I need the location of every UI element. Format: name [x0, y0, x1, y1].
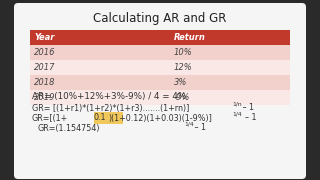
Text: 2016: 2016 [34, 48, 55, 57]
Text: AR= (10%+12%+3%-9%) / 4 = 4%: AR= (10%+12%+3%-9%) / 4 = 4% [32, 93, 186, 102]
Text: GR=[(1+: GR=[(1+ [32, 114, 68, 123]
FancyBboxPatch shape [93, 112, 123, 124]
Text: Calculating AR and GR: Calculating AR and GR [93, 12, 227, 25]
Text: 0.1: 0.1 [94, 114, 107, 123]
Bar [30, 60, 290, 75]
Bar [30, 30, 290, 45]
Bar [30, 90, 290, 105]
Text: 1/n: 1/n [232, 102, 242, 107]
Bar [30, 75, 290, 90]
Bar [30, 45, 290, 60]
Text: 1/4: 1/4 [232, 111, 242, 116]
Text: )(1+0.12)(1+0.03)(1-9%)]: )(1+0.12)(1+0.03)(1-9%)] [108, 114, 212, 123]
Text: -9%: -9% [174, 93, 190, 102]
Text: 12%: 12% [174, 63, 193, 72]
Text: 2017: 2017 [34, 63, 55, 72]
Text: Return: Return [174, 33, 206, 42]
Text: 2019: 2019 [34, 93, 55, 102]
Text: 1/4: 1/4 [184, 122, 194, 127]
Text: 3%: 3% [174, 78, 188, 87]
Text: – 1: – 1 [240, 114, 257, 123]
Text: 2018: 2018 [34, 78, 55, 87]
Text: – 1: – 1 [240, 103, 254, 112]
Text: Year: Year [34, 33, 54, 42]
FancyBboxPatch shape [14, 3, 306, 179]
Text: – 1: – 1 [192, 123, 206, 132]
Text: 10%: 10% [174, 48, 193, 57]
Text: GR=(1.154754): GR=(1.154754) [38, 123, 100, 132]
Text: GR= [(1+r1)*(1+r2)*(1+r3).......(1+rn)]: GR= [(1+r1)*(1+r2)*(1+r3).......(1+rn)] [32, 103, 189, 112]
